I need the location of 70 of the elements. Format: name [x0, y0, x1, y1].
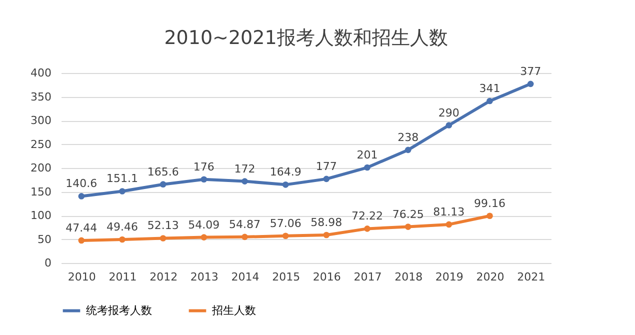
point [119, 188, 126, 194]
point [323, 232, 330, 238]
data-label: 81.13 [433, 205, 465, 218]
data-label: 52.13 [147, 219, 179, 232]
point [404, 146, 412, 154]
y-tick-label: 50 [38, 232, 52, 246]
data-label: 172 [234, 162, 256, 176]
data-label: 164.9 [270, 166, 302, 179]
data-label: 99.16 [474, 196, 506, 210]
x-tick-label: 2015 [272, 270, 300, 284]
x-tick-label: 2010 [68, 270, 96, 284]
point [78, 193, 85, 200]
x-tick-label: 2021 [517, 270, 546, 284]
data-label: 54.87 [229, 218, 260, 231]
data-label: 140.6 [66, 177, 98, 190]
x-tick-label: 2020 [476, 270, 504, 284]
data-label: 49.46 [106, 220, 138, 234]
data-label: 57.06 [270, 216, 302, 230]
data-label: 72.22 [352, 210, 383, 223]
point [364, 226, 370, 232]
x-tick-label: 2013 [190, 270, 218, 284]
point [486, 98, 493, 104]
data-label: 201 [356, 148, 378, 162]
point [119, 236, 126, 243]
point [527, 80, 534, 88]
y-tick-label: 300 [30, 114, 52, 127]
x-tick-label: 2018 [394, 270, 423, 284]
y-tick-label: 400 [30, 66, 52, 80]
point [486, 212, 493, 220]
data-label: 151.1 [106, 172, 138, 186]
data-label: 238 [398, 130, 419, 144]
x-tick-label: 2014 [231, 270, 260, 284]
data-label: 47.44 [66, 221, 98, 234]
data-label: 177 [316, 160, 337, 173]
point [446, 221, 452, 228]
data-label: 165.6 [147, 165, 179, 178]
y-tick-label: 350 [30, 90, 52, 104]
point [282, 232, 289, 240]
x-tick-label: 2017 [354, 270, 382, 284]
y-tick-label: 0 [44, 256, 52, 270]
y-tick-label: 200 [30, 162, 52, 174]
legend-label: 统考报考人数 [86, 304, 152, 317]
point [282, 182, 289, 188]
data-label: 176 [193, 160, 214, 174]
data-label: 341 [479, 82, 500, 96]
point [364, 164, 370, 171]
point [78, 237, 85, 244]
point [160, 181, 166, 188]
data-label: 54.09 [188, 218, 220, 232]
legend-label: 招生人数 [211, 304, 256, 317]
point [200, 176, 208, 183]
y-tick-label: 100 [30, 209, 52, 222]
x-tick-label: 2019 [435, 270, 464, 284]
x-tick-label: 2012 [150, 270, 178, 284]
x-tick-label: 2016 [312, 270, 341, 284]
chart-title: 2010~2021报考人数和招生人数 [164, 26, 448, 49]
point [446, 122, 452, 128]
point [242, 178, 248, 184]
point [242, 234, 248, 240]
y-tick-label: 150 [30, 185, 52, 198]
point [160, 235, 166, 242]
y-tick-label: 250 [30, 138, 52, 151]
data-label: 58.98 [310, 216, 342, 229]
data-label: 290 [438, 106, 460, 120]
point [323, 176, 330, 182]
x-tick-label: 2011 [108, 270, 137, 284]
data-label: 377 [520, 64, 542, 78]
point [404, 224, 412, 230]
point [200, 234, 208, 240]
data-label: 76.25 [392, 208, 424, 221]
